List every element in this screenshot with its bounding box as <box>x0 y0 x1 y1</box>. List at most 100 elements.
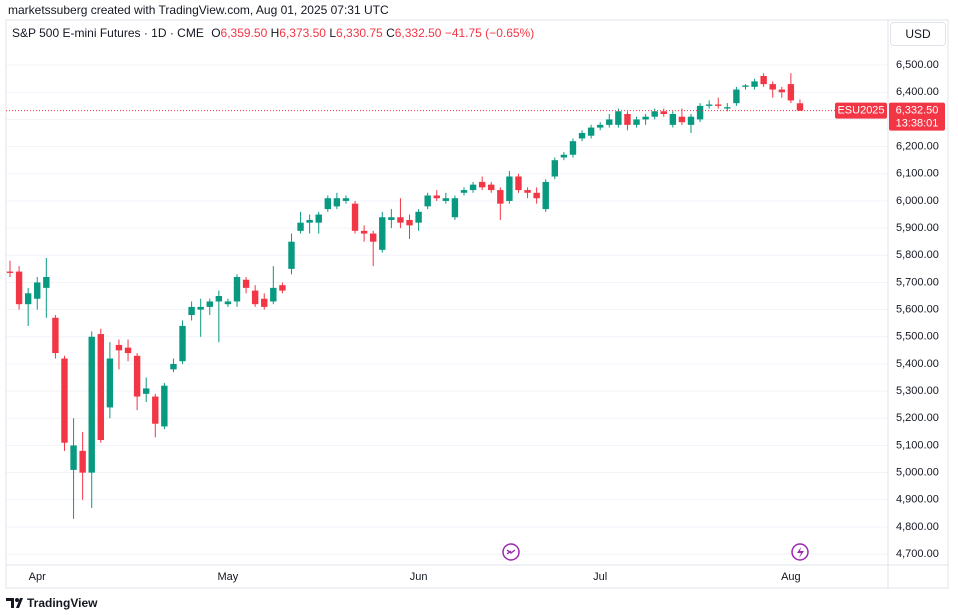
candle-body <box>415 211 422 223</box>
candle-body <box>152 396 159 424</box>
candle-body <box>79 450 86 473</box>
candle-body <box>70 445 77 470</box>
x-tick-label: Jun <box>410 571 428 583</box>
price-badge <box>889 102 945 131</box>
candle-body <box>179 325 186 362</box>
y-tick-label: 5,400.00 <box>896 358 939 370</box>
symbol-badge <box>835 102 887 119</box>
price-label: 6,332.50 <box>896 105 939 117</box>
candle-body <box>642 116 649 120</box>
candle-body <box>379 217 386 250</box>
candle-body <box>6 271 14 273</box>
candle-body <box>424 195 431 207</box>
y-tick-label: 5,100.00 <box>896 439 939 451</box>
y-tick-label: 4,800.00 <box>896 521 939 533</box>
candle-body <box>43 277 50 288</box>
candle-body <box>624 113 631 125</box>
y-tick-label: 5,600.00 <box>896 304 939 316</box>
candle-body <box>15 271 23 305</box>
y-tick-label: 6,200.00 <box>896 141 939 153</box>
candle-body <box>460 190 468 193</box>
candle-body <box>360 230 368 234</box>
y-tick-label: 5,900.00 <box>896 222 939 234</box>
y-tick-label: 5,300.00 <box>896 385 939 397</box>
brand: TradingView <box>27 596 98 610</box>
y-tick-label: 5,800.00 <box>896 249 939 261</box>
candle-body <box>769 84 776 90</box>
candle-body <box>442 198 450 201</box>
candle-body <box>669 113 677 125</box>
candle-body <box>261 298 268 307</box>
y-tick-label: 6,000.00 <box>896 195 939 207</box>
l-label: L <box>329 26 337 40</box>
c-label: C <box>386 26 395 40</box>
candle-body <box>215 296 223 302</box>
candle-body <box>724 107 731 109</box>
currency-button[interactable]: USD <box>890 22 946 46</box>
candle-body <box>34 282 41 299</box>
candle-body <box>760 75 767 85</box>
candle-body <box>560 154 568 158</box>
candle-body <box>696 105 704 120</box>
candle-body <box>52 317 59 354</box>
tradingview-logo <box>6 598 23 608</box>
candle-body <box>270 287 277 302</box>
candle-body <box>388 217 395 220</box>
candle-body <box>587 127 595 136</box>
candle-body <box>351 203 359 231</box>
candle-body <box>251 290 259 305</box>
h-value: 6,373.50 <box>279 26 326 40</box>
candle-body <box>288 241 295 269</box>
candle-body <box>88 336 95 473</box>
candle-body <box>279 285 286 291</box>
event-icon[interactable] <box>502 543 520 561</box>
candle-body <box>524 190 531 193</box>
candle-body <box>651 111 658 117</box>
grid <box>6 64 888 555</box>
candle-body <box>615 111 622 125</box>
candle-body <box>133 355 141 397</box>
y-tick-label: 5,700.00 <box>896 276 939 288</box>
candle-body <box>597 124 604 128</box>
candle-body <box>315 214 322 223</box>
candle-body <box>778 89 785 93</box>
event-icon[interactable] <box>791 543 809 561</box>
candle-body <box>342 198 350 201</box>
candle-body <box>324 198 331 210</box>
x-tick-label: May <box>218 571 239 583</box>
candle-body <box>451 198 459 218</box>
h-label: H <box>270 26 280 40</box>
candle-body <box>224 301 232 305</box>
y-tick-label: 4,700.00 <box>896 548 939 560</box>
candle-body <box>506 176 513 201</box>
countdown: 13:38:01 <box>896 118 939 130</box>
x-tick-label: Apr <box>29 571 46 583</box>
candle-body <box>796 103 804 111</box>
candle-body <box>606 119 613 125</box>
candle-body <box>206 301 213 307</box>
candle-body <box>370 233 377 242</box>
candle-body <box>143 388 150 394</box>
candle-body <box>578 133 586 139</box>
symbol-label: ESU2025 <box>837 105 884 117</box>
candle-body <box>705 104 713 106</box>
credit: marketssuberg created with TradingView.c… <box>8 3 389 17</box>
symbol: S&P 500 E-mini Futures · 1D · CME <box>12 26 204 40</box>
y-tick-label: 6,400.00 <box>896 86 939 98</box>
candle-body <box>297 222 304 231</box>
o-label: O <box>211 26 221 40</box>
c-value: 6,332.50 <box>394 26 442 40</box>
x-tick-label: Jul <box>593 571 607 583</box>
candle-body <box>787 84 795 101</box>
candle-body <box>406 219 413 226</box>
l-value: 6,330.75 <box>336 26 383 40</box>
candle-body <box>197 306 204 310</box>
y-tick-label: 5,000.00 <box>896 467 939 479</box>
candle-body <box>61 358 68 443</box>
candle-body <box>551 160 558 177</box>
candle-body <box>124 347 132 354</box>
candle-body <box>161 385 168 427</box>
candle-body <box>715 104 722 106</box>
